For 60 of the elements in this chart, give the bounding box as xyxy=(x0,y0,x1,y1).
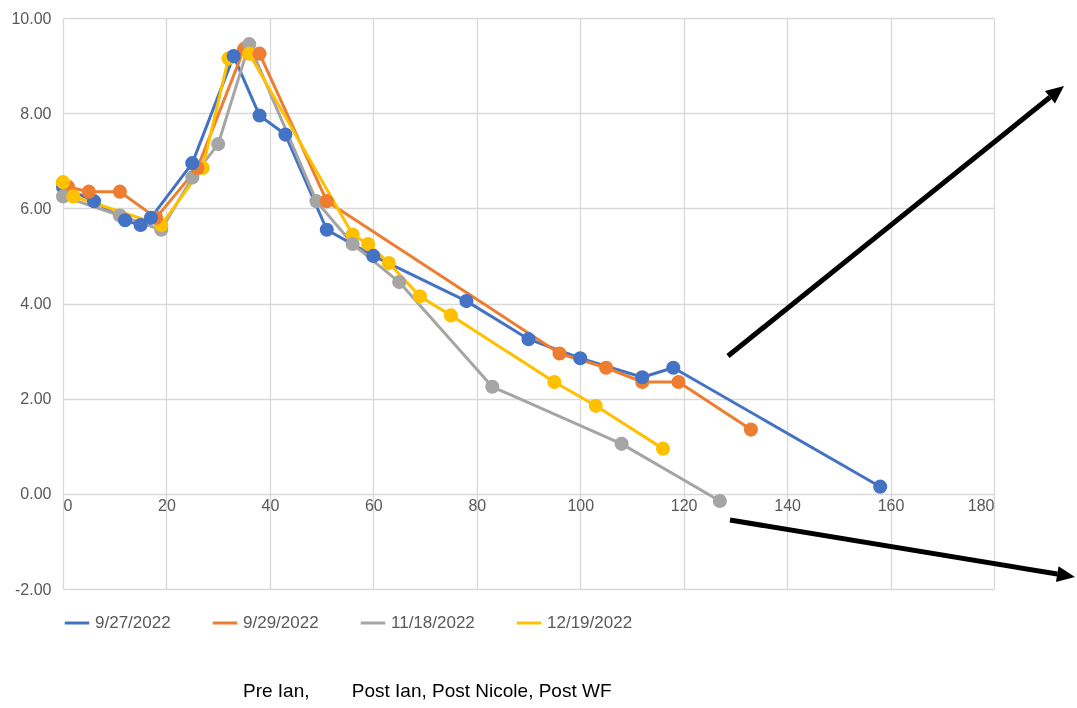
legend-label: 9/29/2022 xyxy=(243,613,319,632)
legend-label: 11/18/2022 xyxy=(391,613,475,632)
x-tick-label: 20 xyxy=(158,497,176,515)
y-tick-label: 0.00 xyxy=(20,485,52,503)
x-tick-label: 140 xyxy=(774,497,802,515)
point xyxy=(666,360,681,375)
legend-label: 9/27/2022 xyxy=(95,613,171,632)
x-tick-label: 60 xyxy=(364,497,383,515)
point xyxy=(112,184,127,199)
x-tick-label: 80 xyxy=(468,497,487,515)
point xyxy=(185,156,200,171)
y-tick-label: 10.00 xyxy=(11,9,52,27)
point xyxy=(459,294,474,309)
point xyxy=(345,236,360,252)
point xyxy=(118,213,133,228)
point xyxy=(588,398,603,413)
x-tick-label: 180 xyxy=(967,497,995,515)
point xyxy=(743,422,758,437)
point xyxy=(143,210,158,225)
point xyxy=(252,108,267,123)
point xyxy=(133,217,148,233)
x-tick-label: 40 xyxy=(261,497,280,515)
point xyxy=(412,289,427,304)
point xyxy=(521,332,536,347)
y-tick-label: 6.00 xyxy=(20,199,52,217)
point xyxy=(635,370,650,385)
y-tick-label: -2.00 xyxy=(15,580,52,598)
x-tick-label: 100 xyxy=(567,497,595,515)
point xyxy=(361,236,376,252)
point xyxy=(381,256,396,271)
point xyxy=(66,189,81,204)
point xyxy=(226,49,241,64)
point xyxy=(547,374,562,390)
point xyxy=(671,374,686,390)
point xyxy=(614,436,629,451)
point xyxy=(655,441,671,456)
y-tick-label: 4.00 xyxy=(20,295,52,312)
point xyxy=(81,184,96,199)
point xyxy=(211,137,226,152)
text: Pre Ian, Post Ian, Post Nicole, Post WF xyxy=(243,680,612,702)
point xyxy=(392,275,407,290)
x-tick-label: 0 xyxy=(63,497,73,515)
point xyxy=(55,175,71,190)
point xyxy=(873,479,888,494)
point xyxy=(319,194,334,209)
x-tick-label: 120 xyxy=(670,497,698,515)
point xyxy=(278,127,293,142)
point xyxy=(252,46,267,61)
y-tick-label: 2.00 xyxy=(20,390,52,408)
point xyxy=(712,493,727,509)
point xyxy=(319,222,334,237)
point xyxy=(443,308,458,323)
point xyxy=(573,351,588,366)
point xyxy=(485,379,500,394)
y-tick-label: 8.00 xyxy=(20,104,52,122)
legend-label: 12/19/2022 xyxy=(547,613,633,632)
point xyxy=(599,360,614,375)
x-tick-label: 160 xyxy=(877,497,905,515)
point xyxy=(366,248,381,263)
point xyxy=(552,346,567,361)
